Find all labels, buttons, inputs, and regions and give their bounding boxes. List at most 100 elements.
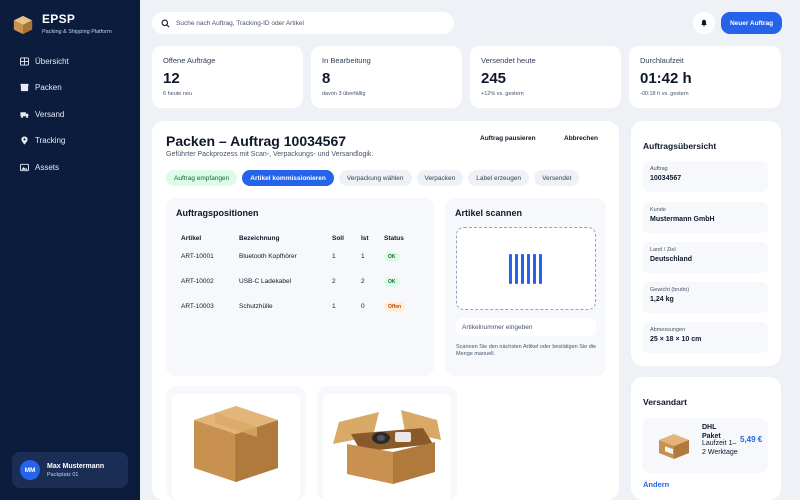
info-value: Mustermann GmbH <box>650 216 715 223</box>
kpi-value: 12 <box>163 70 180 87</box>
notification-button[interactable] <box>693 12 715 34</box>
grid-icon <box>20 57 29 66</box>
sidebar-item-label: Tracking <box>35 136 66 146</box>
scan-drop-area[interactable] <box>456 227 596 310</box>
pause-order-button[interactable]: Auftrag pausieren <box>480 135 536 142</box>
step-verpackung-waehlen[interactable]: Verpackung wählen <box>338 170 412 186</box>
change-shipping-link[interactable]: Ändern <box>643 480 670 489</box>
info-value: Deutschland <box>650 256 693 263</box>
shipping-option[interactable]: DHL Paket Laufzeit 1–2 Werktage 5,49 € <box>642 418 768 473</box>
search-icon <box>161 19 170 27</box>
cancel-button[interactable]: Abbrechen <box>564 135 598 142</box>
scan-panel: Artikel scannen Scannen Sie den nächsten… <box>445 198 606 376</box>
sidebar-item-uebersicht[interactable]: Übersicht <box>0 48 140 75</box>
kpi-value: 8 <box>322 70 331 87</box>
open-box-image <box>323 394 451 500</box>
carrier-name: DHL Paket <box>702 424 721 440</box>
table-header-row: Artikel Bezeichnung Soll Ist Status <box>181 232 405 244</box>
sidebar-nav: Übersicht Packen Versand Tracking Assets <box>0 48 140 181</box>
summary-item-land: Land / Ziel Deutschland <box>643 242 768 273</box>
info-value: 1,24 kg <box>650 296 674 303</box>
sidebar: EPSP Packing & Shipping Platform Übersic… <box>0 0 140 500</box>
panel-title: Auftragspositionen <box>176 208 259 218</box>
kpi-label: Versendet heute <box>481 56 536 65</box>
table-row[interactable]: ART-10002 USB-C Ladekabel 2 2 OK <box>181 269 405 294</box>
kpi-sub: -00:18 h vs. gestern <box>640 91 689 97</box>
image-icon <box>20 163 29 171</box>
sidebar-item-label: Versand <box>35 109 65 119</box>
column-header: Bezeichnung <box>239 234 280 242</box>
avatar: MM <box>20 460 40 480</box>
step-versendet[interactable]: Versendet <box>534 170 580 186</box>
new-order-button[interactable]: Neuer Auftrag <box>721 12 782 34</box>
delivery-time: Laufzeit 1–2 Werktage <box>702 440 738 456</box>
info-label: Kunde <box>650 207 666 213</box>
cell-artikel: ART-10002 <box>181 278 214 285</box>
card-title: Auftragsübersicht <box>643 141 717 151</box>
step-auftrag-empfangen[interactable]: Auftrag empfangen <box>166 170 238 186</box>
packaging-option-closed-box[interactable] <box>166 386 306 500</box>
summary-item-gewicht: Gewicht (brutto) 1,24 kg <box>643 282 768 313</box>
sidebar-item-label: Assets <box>35 162 60 172</box>
closed-box-image <box>172 394 300 500</box>
kpi-card-versendet-heute: Versendet heute 245 +12% vs. gestern <box>470 46 621 108</box>
location-pin-icon <box>21 136 28 145</box>
kpi-card-in-bearbeitung: In Bearbeitung 8 davon 3 überfällig <box>311 46 462 108</box>
status-badge: OK <box>384 276 400 287</box>
column-header: Ist <box>361 234 369 242</box>
sidebar-item-versand[interactable]: Versand <box>0 101 140 128</box>
search-bar[interactable] <box>152 12 454 34</box>
barcode-icon <box>509 253 542 284</box>
package-icon <box>20 84 29 92</box>
panel-title: Artikel scannen <box>455 208 523 218</box>
cell-bezeichnung: USB-C Ladekabel <box>239 278 292 285</box>
cell-artikel: ART-10001 <box>181 253 214 260</box>
status-badge: OK <box>384 251 400 262</box>
cell-bezeichnung: Schutzhülle <box>239 303 273 310</box>
kpi-label: Durchlaufzeit <box>640 56 684 65</box>
packaging-option-open-box[interactable] <box>317 386 457 500</box>
summary-item-kunde: Kunde Mustermann GmbH <box>643 202 768 233</box>
kpi-card-durchlaufzeit: Durchlaufzeit 01:42 h -00:18 h vs. geste… <box>629 46 781 108</box>
info-value: 25 × 18 × 10 cm <box>650 336 702 343</box>
cell-ist: 2 <box>361 278 365 285</box>
bell-icon <box>701 19 707 27</box>
status-badge: Offen <box>384 301 406 312</box>
info-label: Land / Ziel <box>650 247 676 253</box>
shipping-method-card: Versandart DHL Paket Laufzeit 1–2 Werkta… <box>631 377 781 500</box>
kpi-label: In Bearbeitung <box>322 56 371 65</box>
sidebar-item-packen[interactable]: Packen <box>0 75 140 102</box>
sidebar-item-tracking[interactable]: Tracking <box>0 128 140 155</box>
brand-name: EPSP <box>42 12 76 26</box>
sidebar-item-label: Übersicht <box>35 56 69 66</box>
table-row[interactable]: ART-10001 Bluetooth Kopfhörer 1 1 OK <box>181 244 405 269</box>
shipping-price: 5,49 € <box>740 435 763 444</box>
cell-soll: 2 <box>332 278 336 285</box>
user-card[interactable]: MM Max Mustermann Packplatz 01 <box>12 452 128 488</box>
article-number-input[interactable] <box>456 318 596 336</box>
user-workstation: Packplatz 01 <box>47 471 79 478</box>
scan-hint: Scannen Sie den nächsten Artikel oder be… <box>456 344 597 358</box>
parcel-image <box>659 434 689 459</box>
kpi-sub: davon 3 überfällig <box>322 91 366 97</box>
step-verpacken[interactable]: Verpacken <box>416 170 464 186</box>
table-row[interactable]: ART-10003 Schutzhülle 1 0 Offen <box>181 294 406 319</box>
brand: EPSP Packing & Shipping Platform <box>12 12 112 36</box>
search-input[interactable] <box>176 19 436 27</box>
summary-item-auftrag: Auftrag 10034567 <box>643 161 768 192</box>
process-steps: Auftrag empfangen Artikel kommissioniere… <box>166 170 584 186</box>
kpi-sub: 6 heute neu <box>163 91 193 97</box>
cell-artikel: ART-10003 <box>181 303 214 310</box>
user-name: Max Mustermann <box>47 462 105 470</box>
order-positions-panel: Auftragspositionen Artikel Bezeichnung S… <box>166 198 434 376</box>
step-artikel-kommissionieren[interactable]: Artikel kommissionieren <box>242 170 334 186</box>
info-value: 10034567 <box>650 175 682 182</box>
card-title: Versandart <box>643 397 687 407</box>
sidebar-item-label: Packen <box>35 83 62 93</box>
cell-soll: 1 <box>332 253 336 260</box>
info-label: Gewicht (brutto) <box>650 287 690 293</box>
sidebar-item-assets[interactable]: Assets <box>0 154 140 181</box>
step-label-erzeugen[interactable]: Label erzeugen <box>468 170 530 186</box>
order-summary-card: Auftragsübersicht Auftrag 10034567 Kunde… <box>631 121 781 366</box>
brand-tagline: Packing & Shipping Platform <box>42 29 112 35</box>
